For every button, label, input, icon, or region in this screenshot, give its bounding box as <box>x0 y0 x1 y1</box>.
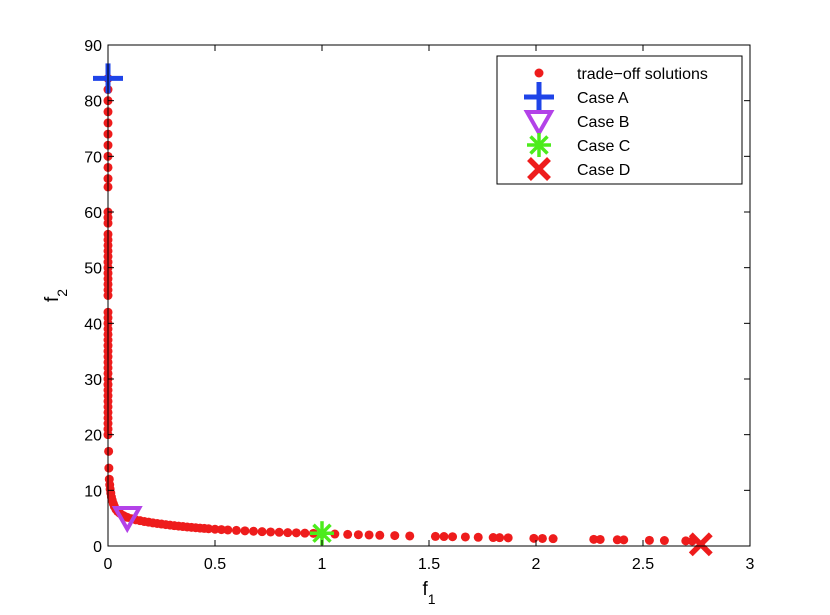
legend-label: Case D <box>577 162 630 179</box>
triangle-marker <box>111 506 143 534</box>
x-axis-label: f1 <box>422 579 435 607</box>
data-point <box>612 535 622 545</box>
data-point <box>216 525 226 535</box>
data-point <box>104 446 114 456</box>
legend-marker <box>534 68 544 78</box>
y-tick-label: 60 <box>84 205 102 222</box>
data-point <box>439 532 449 542</box>
data-point <box>495 533 505 543</box>
asterisk-marker-arm <box>529 135 549 155</box>
x-tick-label: 1 <box>318 556 327 573</box>
data-point <box>364 530 374 540</box>
legend-label: trade−off solutions <box>577 66 708 83</box>
legend-entry: Case C <box>527 133 630 157</box>
y-axis-label-base: f <box>42 296 63 302</box>
data-point <box>529 533 539 543</box>
y-tick-label: 0 <box>93 539 102 556</box>
legend-label: Case C <box>577 138 630 155</box>
y-tick-label: 70 <box>84 149 102 166</box>
x-tick-label: 0.5 <box>204 556 226 573</box>
legend-entry: Case D <box>527 157 630 181</box>
data-point <box>589 534 599 544</box>
legend-marker <box>527 133 551 157</box>
legend-label: Case A <box>577 90 629 107</box>
series-trade-off-solutions <box>103 73 697 546</box>
y-tick-label: 20 <box>84 428 102 445</box>
legend-marker <box>523 110 555 138</box>
data-point <box>300 528 310 538</box>
data-point <box>390 531 400 541</box>
x-axis-label-subscript: 1 <box>428 591 436 607</box>
data-point <box>595 534 605 544</box>
legend: trade−off solutions Case A Case B Case C Cas… <box>496 55 743 185</box>
data-point <box>659 536 669 546</box>
data-point <box>353 530 363 540</box>
legend-entry: trade−off solutions <box>534 66 708 83</box>
legend-entry: Case B <box>523 110 629 138</box>
x-tick-label: 1.5 <box>418 556 440 573</box>
data-point <box>405 531 415 541</box>
y-tick-label: 80 <box>84 94 102 111</box>
x-tick-label: 0 <box>104 556 113 573</box>
data-point <box>537 533 547 543</box>
x-marker-stroke <box>527 157 551 181</box>
series-case-b <box>111 506 143 534</box>
data-point <box>274 527 284 537</box>
data-point <box>644 535 654 545</box>
y-tick-label: 30 <box>84 372 102 389</box>
data-point <box>488 533 498 543</box>
x-tick-label: 3 <box>746 556 755 573</box>
y-axis-label-subscript: 2 <box>54 289 70 297</box>
data-point <box>223 525 233 535</box>
data-point <box>104 463 114 473</box>
data-point <box>210 524 220 534</box>
case-d-marker <box>688 532 713 557</box>
data-point <box>266 527 276 537</box>
triangle-marker <box>523 110 555 138</box>
data-point <box>503 533 513 543</box>
data-point <box>291 528 301 538</box>
data-point <box>249 526 259 536</box>
legend-entry: Case A <box>524 82 629 112</box>
case-b-marker <box>111 506 143 534</box>
y-tick-label: 40 <box>84 316 102 333</box>
y-axis-label: f2 <box>42 289 70 302</box>
data-point <box>240 526 250 536</box>
data-point <box>473 532 483 542</box>
y-tick-label: 90 <box>84 38 102 55</box>
data-point <box>375 530 385 540</box>
x-marker-stroke <box>688 532 713 557</box>
data-point <box>681 536 691 546</box>
data-point <box>548 534 558 544</box>
asterisk-marker-arm <box>312 523 332 543</box>
data-point <box>460 532 470 542</box>
data-point <box>283 528 293 538</box>
legend-marker <box>527 157 551 181</box>
data-point <box>448 532 458 542</box>
data-point <box>231 525 241 535</box>
y-tick-label: 10 <box>84 483 102 500</box>
data-point <box>343 529 353 539</box>
legend-marker <box>524 82 554 112</box>
data-point <box>204 524 214 534</box>
x-axis-label-base: f <box>422 579 428 600</box>
data-layer <box>93 63 713 557</box>
series-case-d <box>688 532 713 557</box>
x-tick-label: 2 <box>532 556 541 573</box>
data-point <box>430 531 440 541</box>
legend-label: Case B <box>577 114 629 131</box>
y-tick-label: 50 <box>84 261 102 278</box>
data-point <box>619 535 629 545</box>
x-tick-label: 2.5 <box>632 556 654 573</box>
data-point <box>257 527 267 537</box>
